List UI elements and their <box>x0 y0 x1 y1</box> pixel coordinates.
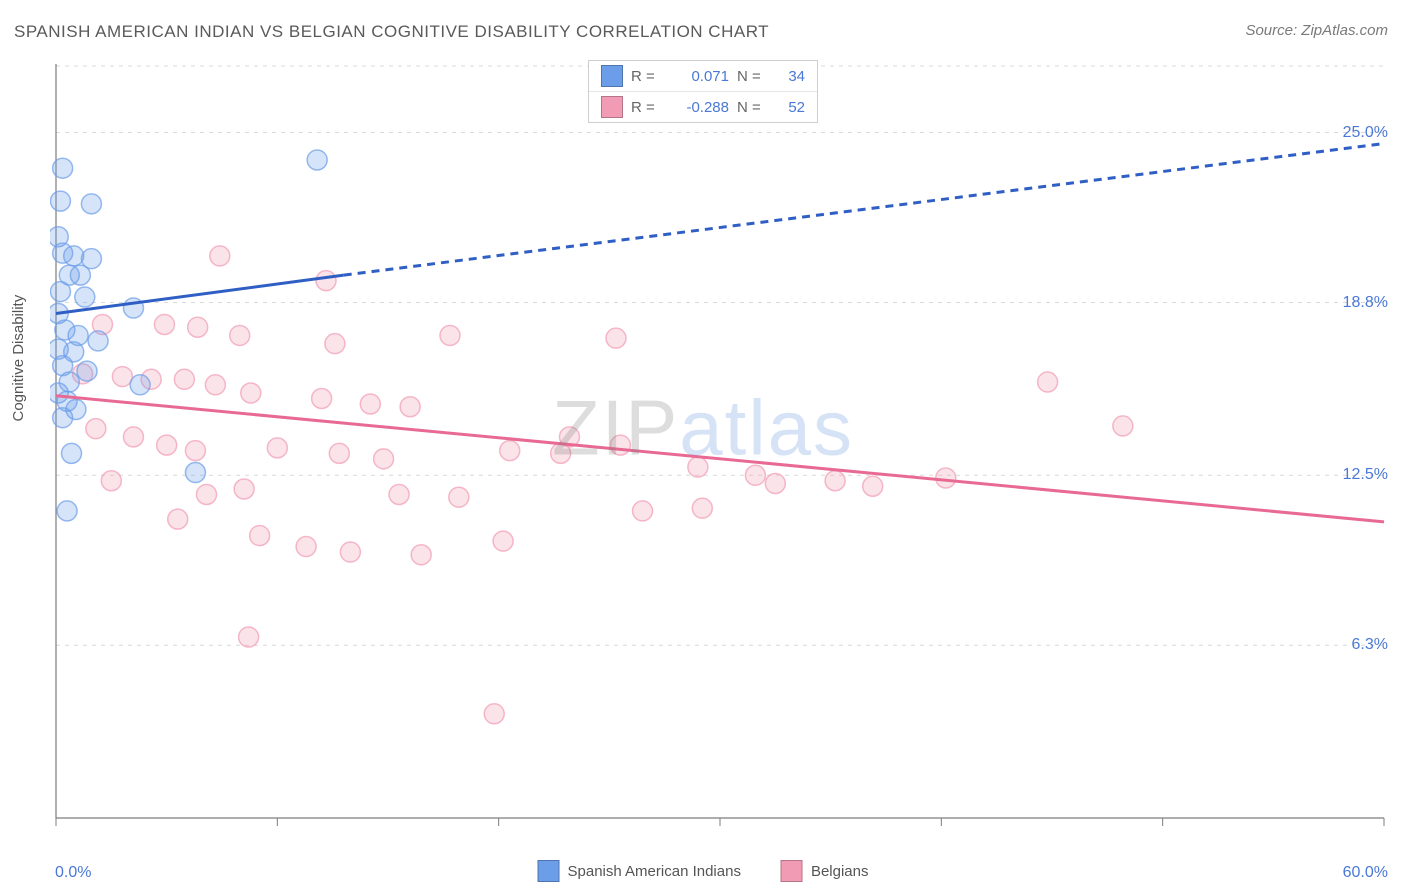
x-axis-max-label: 60.0% <box>1343 864 1388 882</box>
scatter-point <box>50 191 70 211</box>
swatch-series1-bottom <box>538 860 560 882</box>
scatter-point <box>493 531 513 551</box>
r-label: R = <box>631 68 661 85</box>
plot-area <box>50 58 1390 848</box>
scatter-point <box>316 271 336 291</box>
scatter-point <box>50 282 70 302</box>
legend-label-series1: Spanish American Indians <box>568 863 741 880</box>
stats-row-series1: R = 0.071 N = 34 <box>589 61 817 91</box>
r-label: R = <box>631 99 661 116</box>
y-tick-label: 6.3% <box>1352 636 1388 654</box>
scatter-point <box>863 476 883 496</box>
trendline-series1-dashed <box>344 144 1384 276</box>
scatter-point <box>234 479 254 499</box>
scatter-point <box>86 419 106 439</box>
swatch-series2 <box>601 96 623 118</box>
scatter-point <box>185 441 205 461</box>
scatter-point <box>112 367 132 387</box>
n-label: N = <box>737 68 767 85</box>
scatter-point <box>250 526 270 546</box>
scatter-point <box>610 435 630 455</box>
scatter-point <box>500 441 520 461</box>
scatter-point <box>185 463 205 483</box>
n-label: N = <box>737 99 767 116</box>
scatter-point <box>307 150 327 170</box>
scatter-point <box>197 484 217 504</box>
scatter-point <box>825 471 845 491</box>
series-legend: Spanish American Indians Belgians <box>538 860 869 882</box>
scatter-point <box>123 427 143 447</box>
swatch-series2-bottom <box>781 860 803 882</box>
scatter-point <box>53 408 73 428</box>
x-axis-min-label: 0.0% <box>55 864 91 882</box>
legend-label-series2: Belgians <box>811 863 869 880</box>
chart-title: SPANISH AMERICAN INDIAN VS BELGIAN COGNI… <box>14 22 769 42</box>
scatter-point <box>633 501 653 521</box>
scatter-point <box>484 704 504 724</box>
scatter-point <box>205 375 225 395</box>
y-tick-label: 12.5% <box>1343 466 1388 484</box>
scatter-point <box>157 435 177 455</box>
scatter-point <box>70 265 90 285</box>
swatch-series1 <box>601 65 623 87</box>
scatter-point <box>81 194 101 214</box>
stats-legend: R = 0.071 N = 34 R = -0.288 N = 52 <box>588 60 818 123</box>
trendline-series2 <box>56 396 1384 522</box>
scatter-point <box>61 443 81 463</box>
y-tick-label: 18.8% <box>1343 294 1388 312</box>
scatter-point <box>101 471 121 491</box>
trendline-series1-solid <box>56 275 344 313</box>
scatter-point <box>57 501 77 521</box>
scatter-point <box>440 325 460 345</box>
scatter-point <box>174 369 194 389</box>
scatter-point <box>688 457 708 477</box>
scatter-point <box>374 449 394 469</box>
n-value-series1: 34 <box>775 68 805 85</box>
scatter-point <box>239 627 259 647</box>
scatter-point <box>340 542 360 562</box>
scatter-point <box>936 468 956 488</box>
scatter-point <box>1038 372 1058 392</box>
scatter-point <box>77 361 97 381</box>
legend-item-series2: Belgians <box>781 860 869 882</box>
scatter-point <box>267 438 287 458</box>
chart-container: SPANISH AMERICAN INDIAN VS BELGIAN COGNI… <box>0 0 1406 892</box>
r-value-series1: 0.071 <box>669 68 729 85</box>
scatter-point <box>325 334 345 354</box>
scatter-point <box>400 397 420 417</box>
stats-row-series2: R = -0.288 N = 52 <box>589 91 817 122</box>
scatter-point <box>168 509 188 529</box>
scatter-point <box>329 443 349 463</box>
r-value-series2: -0.288 <box>669 99 729 116</box>
scatter-point <box>230 325 250 345</box>
scatter-point <box>449 487 469 507</box>
scatter-point <box>53 158 73 178</box>
scatter-point <box>64 246 84 266</box>
scatter-point <box>692 498 712 518</box>
scatter-point <box>389 484 409 504</box>
source-attribution: Source: ZipAtlas.com <box>1245 22 1388 39</box>
scatter-point <box>154 314 174 334</box>
scatter-point <box>75 287 95 307</box>
scatter-point <box>606 328 626 348</box>
chart-svg <box>50 58 1390 848</box>
legend-item-series1: Spanish American Indians <box>538 860 741 882</box>
scatter-point <box>1113 416 1133 436</box>
scatter-point <box>312 389 332 409</box>
scatter-point <box>210 246 230 266</box>
y-tick-label: 25.0% <box>1343 124 1388 142</box>
scatter-point <box>745 465 765 485</box>
scatter-point <box>188 317 208 337</box>
scatter-point <box>360 394 380 414</box>
scatter-point <box>130 375 150 395</box>
scatter-point <box>765 473 785 493</box>
scatter-point <box>88 331 108 351</box>
y-axis-label: Cognitive Disability <box>10 295 27 422</box>
scatter-point <box>296 537 316 557</box>
scatter-point <box>411 545 431 565</box>
scatter-point <box>241 383 261 403</box>
n-value-series2: 52 <box>775 99 805 116</box>
